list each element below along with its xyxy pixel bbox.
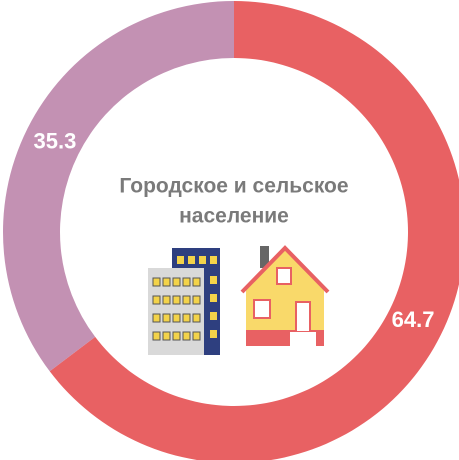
data-label: 64.7 xyxy=(392,307,435,332)
house-icon xyxy=(240,245,330,346)
city-icon xyxy=(148,248,220,355)
donut-segment xyxy=(2,1,234,372)
data-label: 35.3 xyxy=(34,129,77,154)
chart-title: Городское и сельское xyxy=(119,175,348,198)
chart-title: население xyxy=(179,205,289,228)
